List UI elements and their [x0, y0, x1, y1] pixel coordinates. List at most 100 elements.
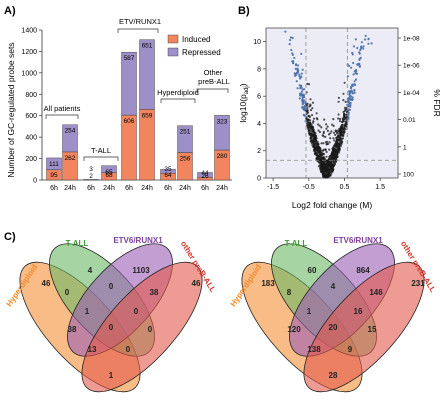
volcano-point — [306, 82, 309, 85]
volcano-x-tick-label: 1.5 — [375, 184, 385, 191]
volcano-point — [316, 140, 319, 144]
volcano-point — [330, 130, 333, 133]
volcano-point — [346, 75, 349, 78]
volcano-y-tick-label: 6 — [257, 94, 261, 101]
volcano-point — [298, 97, 301, 100]
volcano-point — [339, 117, 342, 121]
venn-right-other-set — [303, 261, 425, 393]
volcano-point — [341, 134, 344, 137]
bar-repressed-value: 44 — [201, 170, 209, 177]
legend-induced-label: Induced — [182, 35, 210, 44]
volcano-point — [322, 166, 325, 169]
bar-y-tick-label: 400 — [25, 135, 37, 142]
volcano-right-tick-label: 100 — [403, 172, 414, 179]
venn-right-label-etv: ETV6/RUNX1 — [333, 236, 383, 245]
volcano-point — [301, 88, 304, 91]
bar-repressed — [62, 124, 78, 153]
volcano-point — [360, 41, 363, 44]
volcano-right-axis-label: % FDR — [432, 89, 440, 116]
venn-region-count: 0 — [109, 323, 114, 332]
panel-b-label: B) — [238, 5, 250, 17]
bar-x-tick-label: 6h — [50, 185, 58, 192]
volcano-point — [289, 36, 293, 39]
bar-y-tick-label: 1000 — [21, 70, 37, 77]
volcano-right-tick-label: 1e-08 — [403, 36, 420, 43]
panel-a-label: A) — [4, 5, 16, 17]
bar-repressed-value: 65 — [105, 169, 113, 176]
volcano-point — [323, 118, 326, 121]
bar-y-tick-label: 800 — [25, 92, 37, 99]
volcano-point — [336, 155, 339, 158]
volcano-point — [312, 134, 315, 137]
volcano-point — [359, 56, 362, 60]
volcano-point — [301, 90, 304, 93]
volcano-point — [296, 64, 300, 67]
volcano-right-tick-label: 1e-06 — [403, 63, 420, 70]
volcano-point — [339, 127, 342, 130]
volcano-point — [288, 43, 291, 46]
volcano-point — [307, 130, 310, 133]
volcano-point — [334, 133, 337, 136]
volcano-point — [296, 67, 299, 70]
bar-induced-value: 659 — [142, 112, 153, 119]
panel-c-label: C) — [4, 231, 16, 243]
volcano-point — [342, 92, 345, 95]
volcano-point — [331, 155, 334, 158]
volcano-point — [294, 63, 297, 67]
volcano-point — [294, 73, 298, 77]
volcano-point — [333, 139, 336, 142]
volcano-point — [294, 67, 297, 70]
volcano-point — [324, 135, 327, 138]
volcano-point — [328, 141, 331, 144]
volcano-point — [309, 109, 312, 112]
volcano-point — [321, 153, 324, 156]
volcano-point — [347, 115, 350, 118]
bar-repressed — [101, 165, 117, 173]
group-label-other-line2: preB-ALL — [198, 77, 230, 86]
volcano-point — [364, 34, 367, 38]
volcano-point — [325, 163, 328, 166]
volcano-point — [353, 83, 356, 86]
volcano-point — [326, 125, 329, 128]
volcano-point — [339, 132, 342, 135]
volcano-point — [314, 143, 317, 146]
volcano-y-tick-label: 0 — [257, 176, 261, 183]
volcano-point — [343, 127, 346, 130]
volcano-point — [337, 135, 340, 139]
volcano-point — [360, 47, 363, 50]
volcano-point — [301, 103, 304, 106]
volcano-point — [318, 124, 321, 127]
volcano-point — [303, 114, 306, 117]
volcano-point — [322, 130, 325, 133]
volcano-point — [347, 104, 351, 107]
legend-induced-swatch — [167, 34, 179, 44]
venn-region-count: 46 — [42, 279, 51, 288]
volcano-point — [322, 172, 325, 175]
bracket-all-patients — [45, 114, 79, 119]
volcano-point — [329, 137, 332, 140]
bar-repressed — [46, 157, 62, 171]
volcano-point — [315, 153, 318, 157]
legend-repressed-label: Repressed — [182, 48, 221, 57]
volcano-point — [310, 114, 314, 117]
venn-left-other-set — [81, 261, 203, 393]
volcano-x-tick-label: -1.5 — [267, 184, 279, 191]
volcano-point — [322, 142, 325, 145]
volcano-point — [329, 161, 332, 164]
bar-repressed — [160, 169, 176, 174]
volcano-point — [313, 145, 316, 148]
volcano-point — [354, 78, 358, 81]
volcano-right-tick-label: 0.01 — [403, 117, 416, 124]
bar-x-tick-label: 24h — [141, 185, 153, 192]
volcano-point — [309, 135, 313, 138]
volcano-point — [348, 64, 351, 67]
volcano-point — [315, 112, 318, 115]
volcano-point — [309, 128, 312, 131]
bar-induced-value: 68 — [105, 172, 113, 179]
volcano-point — [305, 109, 308, 112]
volcano-point — [342, 99, 345, 102]
volcano-point — [335, 136, 338, 140]
volcano-point — [335, 141, 338, 144]
venn-region-count: 20 — [329, 323, 338, 332]
venn-region-count: 38 — [68, 325, 77, 334]
